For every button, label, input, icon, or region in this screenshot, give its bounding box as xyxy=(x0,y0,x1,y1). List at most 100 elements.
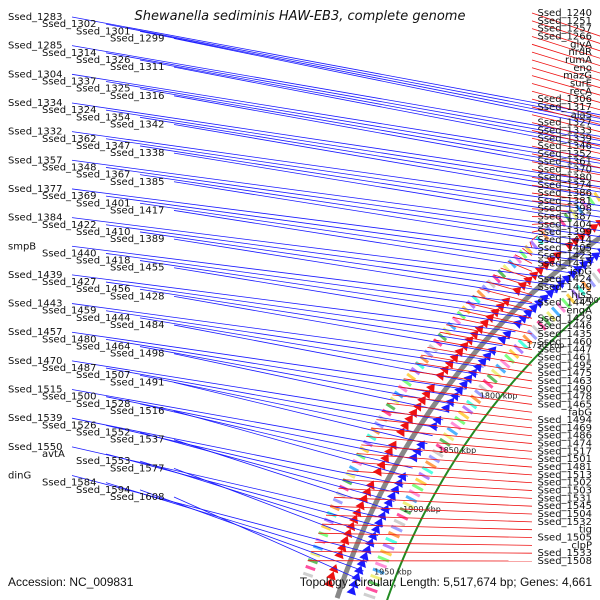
reverse-strand-gene xyxy=(334,549,344,560)
outer-feature-block xyxy=(546,226,556,236)
gene-label-reverse: Ssed_1469 xyxy=(537,423,592,434)
gene-leader-line xyxy=(105,109,600,188)
gene-leader-line xyxy=(173,66,600,150)
gene-label-reverse: Ssed_1317 xyxy=(537,102,592,113)
reverse-strand-gene xyxy=(323,578,334,588)
forward-strand-gene xyxy=(390,485,400,495)
gene-leader-line xyxy=(531,200,577,206)
gene-label-forward: Ssed_1491 xyxy=(110,377,165,388)
gene-label-forward: Ssed_1553 xyxy=(76,456,131,467)
gene-label-forward: Ssed_1299 xyxy=(110,33,165,44)
gene-leader-line xyxy=(71,360,444,421)
outer-feature-block xyxy=(471,294,481,304)
reverse-strand-gene xyxy=(352,507,362,518)
outer-feature-block xyxy=(320,524,332,531)
gene-label-reverse: Ssed_1327 xyxy=(537,118,592,129)
inner-feature-block xyxy=(372,567,385,575)
gene-leader-line xyxy=(139,59,600,146)
reverse-strand-gene xyxy=(495,302,505,312)
gene-label-reverse: Ssed_1257 xyxy=(537,24,592,35)
inner-feature-block xyxy=(442,432,455,442)
gene-label-reverse: Ssed_1424 xyxy=(537,274,592,285)
gene-label-forward: Ssed_1389 xyxy=(110,234,165,245)
gene-label-reverse: Ssed_1240 xyxy=(537,8,592,19)
gene-leader-line xyxy=(531,228,546,233)
gene-leader-line xyxy=(529,241,533,248)
forward-strand-gene xyxy=(482,351,492,362)
gene-label-reverse: Ssed_1503 xyxy=(537,486,592,497)
gene-leader-line xyxy=(139,260,529,319)
gene-label-reverse: Ssed_1495 xyxy=(537,360,592,371)
gene-label-forward: Ssed_1500 xyxy=(42,392,97,403)
gene-label-forward: Ssed_1459 xyxy=(42,306,97,317)
outer-feature-block xyxy=(307,558,319,565)
inner-feature-block xyxy=(365,586,378,594)
gene-leader-line xyxy=(173,238,550,300)
forward-strand-gene xyxy=(523,309,533,319)
reverse-strand-gene xyxy=(376,460,386,470)
gene-leader-line xyxy=(139,317,478,375)
gene-leader-line xyxy=(531,130,600,147)
accession-text: Accession: NC_009831 xyxy=(8,575,134,589)
inner-feature-block xyxy=(486,373,498,384)
gene-label-forward: Ssed_1311 xyxy=(110,62,165,73)
reverse-strand-gene xyxy=(372,467,382,477)
gene-label-forward: Ssed_1325 xyxy=(76,84,131,95)
gene-label-reverse: Ssed_1505 xyxy=(537,533,592,544)
gene-leader-line xyxy=(105,81,600,164)
gene-label-forward: Ssed_1401 xyxy=(76,198,131,209)
gene-label-forward: Ssed_1367 xyxy=(76,170,131,181)
gene-leader-line xyxy=(71,417,404,485)
forward-strand-gene xyxy=(539,294,549,304)
inner-feature-block xyxy=(428,454,441,464)
gene-leader-line xyxy=(71,217,572,281)
outer-feature-block xyxy=(581,200,590,211)
forward-strand-gene xyxy=(412,446,421,457)
gene-leader-line xyxy=(386,402,533,421)
inner-feature-block xyxy=(408,489,421,498)
gene-label-forward: Ssed_1528 xyxy=(76,399,131,410)
gene-label-forward: Ssed_1515 xyxy=(8,385,63,396)
gene-label-forward: Ssed_1332 xyxy=(8,127,63,138)
gene-leader-line xyxy=(105,224,565,287)
gene-label-forward: Ssed_1427 xyxy=(42,277,97,288)
inner-feature-block xyxy=(565,293,576,305)
gene-label-forward: Ssed_1369 xyxy=(42,191,97,202)
inner-feature-block xyxy=(474,389,486,399)
gene-leader-line xyxy=(446,324,533,343)
forward-strand-gene xyxy=(584,256,595,266)
outer-feature-block xyxy=(552,221,561,232)
gene-label-reverse: Ssed_1478 xyxy=(537,392,592,403)
gene-leader-line xyxy=(139,88,600,169)
gene-leader-line xyxy=(173,353,449,413)
inner-feature-block xyxy=(576,284,586,296)
gene-leader-line xyxy=(139,174,600,244)
outer-feature-block xyxy=(451,316,462,325)
reverse-strand-gene xyxy=(404,414,413,425)
gene-leader-line xyxy=(356,453,533,468)
inner-feature-block xyxy=(396,512,409,521)
inner-feature-block xyxy=(490,368,502,379)
gene-leader-line xyxy=(105,482,368,563)
gene-leader-line xyxy=(318,532,533,538)
reverse-strand-gene xyxy=(540,261,550,271)
gene-label-reverse: rumA xyxy=(565,55,592,66)
forward-strand-gene xyxy=(397,472,407,482)
forward-strand-gene xyxy=(432,415,442,426)
topology-summary-text: Topology: circular; Length: 5,517,674 bp… xyxy=(299,575,592,589)
gene-label-forward: Ssed_1348 xyxy=(42,162,97,173)
outer-feature-block xyxy=(486,279,496,289)
inner-feature-block xyxy=(382,543,395,551)
gene-label-forward: Ssed_1384 xyxy=(8,213,63,224)
gene-leader-line xyxy=(531,161,600,176)
reverse-strand-gene xyxy=(345,521,356,532)
reverse-strand-gene xyxy=(528,271,539,281)
reverse-strand-gene xyxy=(355,500,365,511)
gene-leader-line xyxy=(342,479,533,491)
kbp-tick-ring xyxy=(386,296,600,600)
inner-feature-block xyxy=(374,561,388,569)
gene-label-reverse: Ssed_1399 xyxy=(537,227,592,238)
kbp-label: 1950 kbp xyxy=(374,567,412,576)
kbp-label: 1750 kbp xyxy=(527,341,565,350)
reverse-strand-gene xyxy=(552,251,562,261)
